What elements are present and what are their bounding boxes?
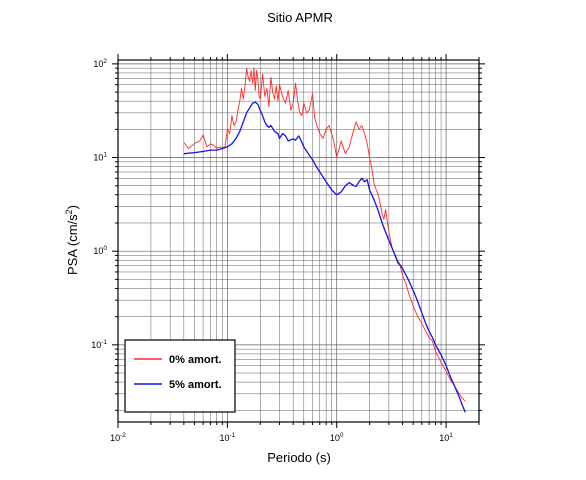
y-tick-label-3: 102	[93, 58, 107, 69]
x-tick-label-0: 10-2	[110, 432, 126, 443]
x-tick-label-1: 10-1	[219, 432, 235, 443]
y-tick-label-exp: 1	[103, 152, 107, 159]
x-tick-label-2: 100	[330, 432, 344, 443]
x-tick-label-base: 10	[110, 433, 120, 443]
y-tick-label-1: 100	[93, 245, 107, 256]
y-tick-label-exp: 2	[103, 58, 107, 65]
x-axis-label: Periodo (s)	[267, 450, 331, 465]
y-tick-label-base: 10	[93, 59, 103, 69]
x-tick-label-base: 10	[330, 433, 340, 443]
y-axis-label-close: )	[65, 205, 80, 209]
x-tick-label-3: 101	[439, 432, 453, 443]
x-tick-label-exp: 0	[340, 432, 344, 439]
legend: 0% amort. 5% amort.	[124, 339, 236, 413]
series-line-1	[183, 101, 466, 413]
y-axis-label-main: PSA (cm/s	[65, 214, 80, 275]
x-tick-label-base: 10	[219, 433, 229, 443]
series-layer	[183, 67, 466, 413]
legend-label-1: 5% amort.	[169, 379, 222, 391]
x-tick-label-base: 10	[439, 433, 449, 443]
chart-title: Sitio APMR	[267, 10, 333, 25]
plot-grid	[117, 60, 480, 422]
legend-box	[124, 339, 236, 413]
y-tick-label-2: 101	[93, 152, 107, 163]
y-tick-label-exp: -1	[101, 339, 107, 346]
y-tick-label-base: 10	[91, 340, 101, 350]
plot-frame	[117, 59, 480, 423]
legend-label-0: 0% amort.	[169, 354, 222, 366]
x-tick-label-exp: -1	[229, 432, 235, 439]
y-tick-label-base: 10	[93, 246, 103, 256]
y-tick-label-base: 10	[93, 153, 103, 163]
y-tick-label-exp: 0	[103, 245, 107, 252]
y-axis-label-superscript: 2	[64, 209, 74, 214]
x-tick-label-exp: -2	[120, 432, 126, 439]
x-tick-label-exp: 1	[449, 432, 453, 439]
y-tick-label-0: 10-1	[91, 339, 107, 350]
y-axis-label: PSA (cm/s2)	[64, 205, 80, 275]
